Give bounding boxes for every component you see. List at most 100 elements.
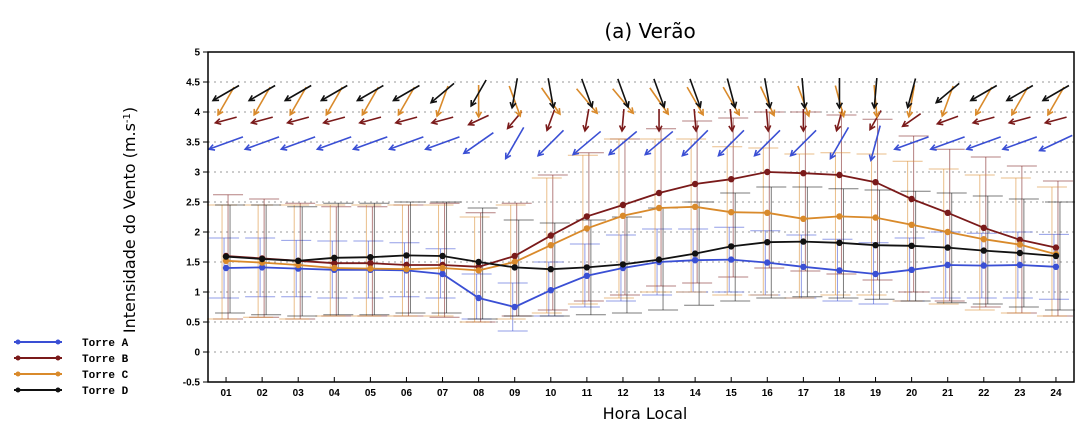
chart-title: (a) Verão <box>604 19 695 43</box>
wind-arrow-shaft <box>835 109 844 131</box>
data-point <box>944 209 951 216</box>
wind-arrow-shaft <box>325 86 343 116</box>
wind-arrow-head <box>435 109 443 118</box>
x-axis-ticks: 01 02 03 04 05 06 07 08 09 10 11 12 13 14 15 16 17 18 19 20… <box>220 377 1062 399</box>
y-tick-label: -0.5 <box>183 378 201 389</box>
wind-arrow-shaft <box>253 86 271 116</box>
wind-arrow-shaft <box>540 87 561 115</box>
wind-arrow-head <box>803 109 811 118</box>
x-tick-label: 08 <box>473 388 485 399</box>
data-point <box>547 287 554 294</box>
wind-arrow-shaft <box>1009 116 1031 124</box>
wind-arrow-shaft <box>431 116 454 124</box>
y-tick-label: 0 <box>194 348 200 359</box>
wind-arrow-head <box>974 108 982 117</box>
wind-arrow-head <box>869 123 876 131</box>
wind-arrow-head <box>504 152 512 161</box>
wind-arrow-shaft <box>537 129 565 157</box>
data-point <box>511 303 518 311</box>
wind-arrow-head <box>789 149 797 157</box>
wind-arrow-shaft <box>212 84 240 102</box>
data-point <box>800 215 807 222</box>
wind-arrow-shaft <box>284 84 312 102</box>
data-point <box>872 270 879 278</box>
legend-marker <box>55 387 61 393</box>
wind-arrow-head <box>835 102 844 110</box>
data-point <box>511 258 518 266</box>
data-point <box>439 252 446 260</box>
wind-arrow-head <box>509 101 517 110</box>
wind-arrow-head <box>829 152 836 161</box>
x-tick-label: 02 <box>257 388 269 399</box>
data-point <box>1052 244 1060 251</box>
data-point <box>728 176 735 183</box>
wind-arrow-head <box>279 144 288 151</box>
y-tick-label: 2.5 <box>186 198 200 209</box>
wind-arrow-head <box>1041 94 1049 102</box>
wind-arrow-shaft <box>970 84 998 102</box>
wind-arrow-shaft <box>430 82 455 104</box>
wind-arrow-head <box>253 108 260 117</box>
wind-arrow-head <box>217 108 224 117</box>
wind-arrow-shaft <box>320 84 348 102</box>
wind-arrow-head <box>969 94 977 102</box>
wind-arrow-head <box>430 118 438 126</box>
wind-arrow-head <box>249 118 258 126</box>
wind-arrow-shaft <box>972 116 995 124</box>
data-point <box>908 221 915 228</box>
wind-arrow-head <box>799 125 807 133</box>
wind-arrow-head <box>692 125 700 133</box>
data-point <box>944 228 951 236</box>
wind-arrow-shaft <box>906 78 917 108</box>
x-tick-label: 09 <box>509 388 521 399</box>
wind-arrow-shaft <box>287 116 310 124</box>
x-tick-label: 10 <box>545 388 557 399</box>
wind-arrow-shaft <box>463 132 494 154</box>
wind-arrow-head <box>397 108 404 117</box>
wind-arrow-head <box>834 124 842 133</box>
x-tick-label: 20 <box>906 388 918 399</box>
wind-arrow-head <box>901 120 909 128</box>
data-point <box>1016 261 1024 269</box>
wind-arrow-head <box>571 148 580 156</box>
wind-arrow-shaft <box>801 77 806 109</box>
wind-arrow-head <box>591 107 599 115</box>
wind-arrow-head <box>424 144 432 151</box>
data-point <box>1052 263 1060 270</box>
data-point <box>222 253 230 260</box>
wind-arrow-head <box>554 108 561 116</box>
wind-arrow-shaft <box>395 116 418 124</box>
wind-arrow-head <box>695 101 702 109</box>
data-point <box>908 266 915 273</box>
data-point <box>944 244 951 251</box>
series-line <box>225 240 1057 271</box>
wind-arrow-shaft <box>1006 84 1034 102</box>
data-point <box>836 213 843 220</box>
plot-frame <box>207 51 1075 383</box>
wind-arrow-shaft <box>508 85 521 117</box>
wind-arrow-shaft <box>1045 116 1067 124</box>
legend-marker <box>55 371 61 377</box>
wind-arrow-shaft <box>753 129 781 157</box>
wind-arrow-head <box>1011 108 1018 117</box>
wind-arrow-head <box>768 109 776 118</box>
data-point <box>295 257 302 264</box>
legend-label: Torre A <box>82 338 129 350</box>
wind-arrow-shaft <box>217 86 235 116</box>
wind-arrow-shaft <box>584 109 590 131</box>
wind-arrow-head <box>351 144 360 151</box>
wind-arrow-head <box>607 148 616 156</box>
data-point <box>800 170 807 177</box>
data-point <box>1016 236 1024 243</box>
data-point <box>403 266 410 273</box>
wind-arrow-shaft <box>323 116 346 124</box>
wind-arrow-head <box>285 118 294 126</box>
wind-direction-arrows <box>207 77 1073 162</box>
data-point <box>1052 252 1060 260</box>
wind-arrow-shaft <box>244 136 280 150</box>
wind-arrow-shaft <box>649 87 669 115</box>
wind-arrow-head <box>659 101 666 109</box>
data-point <box>619 261 627 268</box>
x-tick-label: 18 <box>834 388 846 399</box>
data-point <box>439 264 446 272</box>
